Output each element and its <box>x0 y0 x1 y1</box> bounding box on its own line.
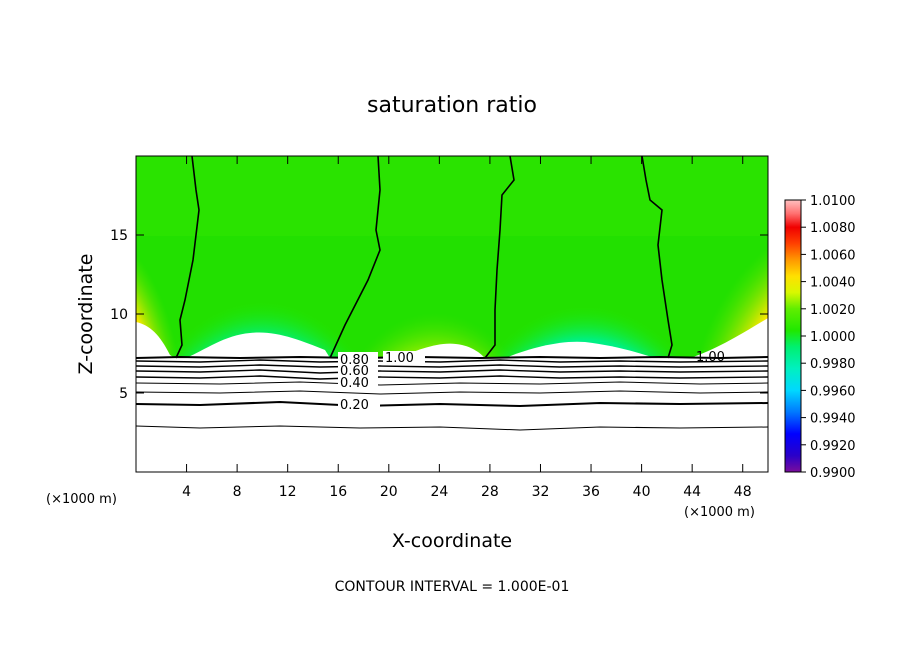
colorbar-tick-label: 1.0000 <box>810 330 856 345</box>
contour-line <box>329 156 381 359</box>
contour-line <box>136 375 768 380</box>
contour-line <box>136 369 768 374</box>
contour-label: 1.00 <box>385 351 414 366</box>
saturation-field <box>136 156 768 472</box>
colorbar-tick-label: 0.9920 <box>810 439 856 454</box>
x-tick-label: 44 <box>683 484 701 500</box>
x-tick-label: 16 <box>329 484 347 500</box>
contour-line <box>136 355 768 360</box>
contour-line <box>136 359 768 363</box>
x-tick-label: 36 <box>582 484 600 500</box>
contour-line <box>136 381 768 386</box>
colorbar-tick-label: 1.0040 <box>810 276 856 291</box>
colorbar-tick-label: 1.0060 <box>810 248 856 263</box>
x-axis-label: X-coordinate <box>392 530 512 552</box>
x-axis: 4 8 12 16 20 24 28 32 36 40 44 48 <box>182 156 752 500</box>
contour-label: 1.00 <box>696 350 725 365</box>
colorbar-tick-label: 0.9980 <box>810 357 856 372</box>
colorbar-tick-label: 1.0100 <box>810 194 856 209</box>
contour-label: 0.40 <box>340 376 369 391</box>
contour-lines <box>136 156 768 431</box>
colorbar-ramp <box>784 199 802 473</box>
y-tick-label: 15 <box>110 228 128 244</box>
x-tick-label: 20 <box>380 484 398 500</box>
contour-labels: 0.80 1.00 0.60 0.40 0.20 1.00 <box>338 350 725 413</box>
x-tick-label: 40 <box>633 484 651 500</box>
contour-line <box>136 390 768 395</box>
contour-label: 0.20 <box>340 398 369 413</box>
colorbar-tick-label: 0.9900 <box>810 466 856 481</box>
x-unit-left: (×1000 m) <box>46 492 117 507</box>
x-tick-label: 4 <box>182 484 191 500</box>
x-tick-label: 12 <box>279 484 297 500</box>
colorbar-tick-label: 1.0020 <box>810 303 856 318</box>
colorbar: 1.0100 1.0080 1.0060 1.0040 1.0020 1.0000 0.99… <box>784 194 856 481</box>
colorbar-tick-label: 0.9940 <box>810 412 856 427</box>
y-tick-label: 5 <box>119 386 128 402</box>
x-unit-right: (×1000 m) <box>684 505 755 520</box>
chart-title: saturation ratio <box>367 93 537 118</box>
x-tick-label: 48 <box>734 484 752 500</box>
x-tick-label: 8 <box>233 484 242 500</box>
contour-line <box>484 156 515 359</box>
contour-interval-note: CONTOUR INTERVAL = 1.000E-01 <box>335 579 570 595</box>
x-tick-label: 24 <box>430 484 448 500</box>
y-axis-label: Z-coordinate <box>75 254 97 375</box>
y-axis: 5 10 15 <box>110 228 768 402</box>
contour-line <box>175 156 200 359</box>
x-tick-label: 32 <box>532 484 550 500</box>
colorbar-tick-label: 1.0080 <box>810 221 856 236</box>
x-tick-label: 28 <box>481 484 499 500</box>
y-tick-label: 10 <box>110 307 128 323</box>
contour-line <box>641 156 673 359</box>
contour-line <box>136 425 768 431</box>
contour-line <box>136 364 768 368</box>
contour-line <box>136 400 768 408</box>
colorbar-tick-label: 0.9960 <box>810 384 856 399</box>
